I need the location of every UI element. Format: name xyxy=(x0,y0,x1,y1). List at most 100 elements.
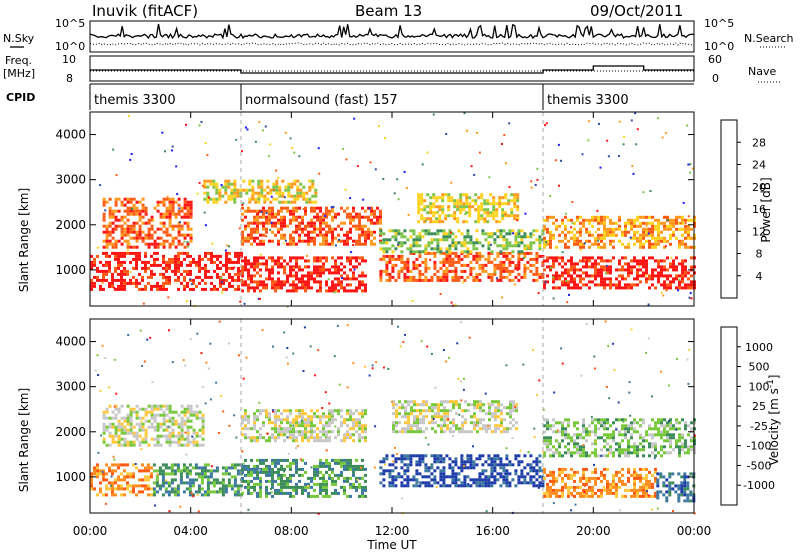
data-cell xyxy=(558,256,561,260)
data-cell xyxy=(576,262,579,266)
data-cell xyxy=(523,235,527,239)
data-cell xyxy=(173,478,177,482)
data-cell xyxy=(316,265,319,269)
data-cell xyxy=(606,233,609,237)
data-cell xyxy=(129,209,133,213)
data-cell xyxy=(346,233,349,237)
data-cell xyxy=(301,283,304,287)
data-cell xyxy=(126,249,129,252)
data-cell xyxy=(397,472,401,476)
data-cell xyxy=(352,206,355,210)
data-cell xyxy=(317,147,320,150)
data-cell xyxy=(355,479,358,483)
data-cell xyxy=(319,283,322,287)
data-cell xyxy=(257,191,261,195)
data-cell xyxy=(442,251,446,255)
data-cell xyxy=(185,469,189,473)
data-cell xyxy=(251,191,255,195)
data-cell xyxy=(271,209,274,213)
data-cell xyxy=(201,425,205,429)
data-cell xyxy=(213,269,216,273)
data-cell xyxy=(552,470,555,474)
data-cell xyxy=(135,281,138,285)
data-cell xyxy=(481,484,485,488)
data-cell xyxy=(645,265,648,269)
data-cell xyxy=(108,215,112,219)
data-cell xyxy=(505,244,509,248)
data-cell xyxy=(588,245,591,249)
data-cell xyxy=(432,205,436,209)
data-cell xyxy=(231,275,234,279)
data-cell xyxy=(544,124,546,127)
data-cell xyxy=(198,260,201,264)
data-cell xyxy=(155,475,159,479)
data-cell xyxy=(422,430,425,434)
data-cell xyxy=(442,472,446,476)
data-cell xyxy=(264,125,267,128)
data-cell xyxy=(406,257,410,261)
data-cell xyxy=(328,421,331,425)
data-cell xyxy=(355,418,358,422)
data-cell xyxy=(516,208,520,212)
data-cell xyxy=(642,262,645,266)
data-cell xyxy=(491,415,494,419)
data-cell xyxy=(433,478,437,482)
data-cell xyxy=(364,430,367,434)
data-cell xyxy=(561,491,564,495)
data-cell xyxy=(532,229,536,233)
data-cell xyxy=(224,185,228,189)
data-cell xyxy=(358,424,361,428)
data-cell xyxy=(164,490,168,494)
data-cell xyxy=(248,200,252,204)
data-cell xyxy=(597,245,600,249)
data-cell xyxy=(178,221,181,224)
data-cell xyxy=(292,289,295,293)
data-cell xyxy=(244,224,247,228)
data-cell xyxy=(502,266,506,270)
data-cell xyxy=(283,430,286,434)
data-cell xyxy=(498,196,502,200)
data-cell xyxy=(126,481,129,485)
data-cell xyxy=(289,412,292,416)
data-cell xyxy=(337,280,340,284)
data-cell xyxy=(308,197,312,201)
data-cell xyxy=(165,263,168,267)
data-cell xyxy=(180,443,184,447)
data-cell xyxy=(311,179,315,183)
data-cell xyxy=(410,430,413,434)
data-cell xyxy=(105,484,108,488)
data-cell xyxy=(382,460,386,464)
data-cell xyxy=(117,407,121,411)
data-cell xyxy=(487,475,491,479)
data-cell xyxy=(256,230,259,234)
data-cell xyxy=(400,254,404,258)
data-cell xyxy=(180,224,184,228)
data-cell xyxy=(582,473,585,477)
data-cell xyxy=(201,419,205,423)
data-cell xyxy=(672,233,675,237)
data-cell xyxy=(460,481,464,485)
data-cell xyxy=(268,470,271,474)
data-cell xyxy=(158,469,162,473)
data-cell xyxy=(500,403,503,407)
data-cell xyxy=(570,262,573,266)
data-cell xyxy=(129,212,133,216)
data-cell xyxy=(349,262,352,266)
data-cell xyxy=(657,221,660,225)
data-cell xyxy=(439,278,443,282)
data-cell xyxy=(237,287,240,291)
data-cell xyxy=(609,280,612,284)
data-cell xyxy=(227,466,231,470)
data-cell xyxy=(334,473,337,477)
data-cell xyxy=(319,268,322,272)
data-cell xyxy=(198,416,202,420)
data-cell xyxy=(473,173,476,176)
data-cell xyxy=(600,473,603,477)
data-cell xyxy=(271,470,274,474)
data-cell xyxy=(461,424,464,428)
data-cell xyxy=(466,247,470,251)
data-cell xyxy=(177,263,180,267)
data-cell xyxy=(256,221,259,225)
data-cell xyxy=(600,470,603,474)
data-cell xyxy=(424,481,428,485)
